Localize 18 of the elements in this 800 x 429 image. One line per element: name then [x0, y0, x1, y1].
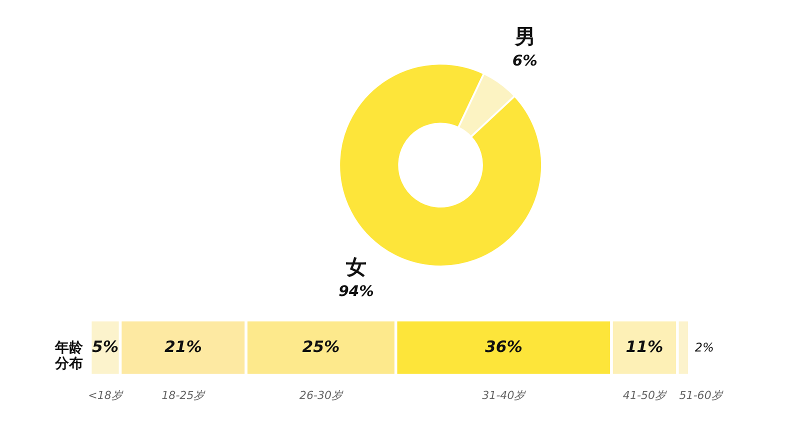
series-label: <18岁 — [88, 389, 124, 402]
data-label: 94% — [338, 283, 374, 300]
series-label: 51-60岁 — [679, 389, 724, 402]
series-label: 41-50岁 — [622, 389, 668, 402]
data-label: 6% — [512, 52, 538, 70]
y-axis-title: 年龄分布 — [54, 340, 84, 372]
series-label: 26-30岁 — [299, 389, 344, 402]
data-label: 25% — [302, 337, 340, 356]
series-label: 18-25岁 — [162, 389, 206, 402]
data-label: 2% — [694, 340, 714, 354]
slice-label: 男 — [514, 24, 535, 48]
slice-label: 女 — [345, 254, 366, 279]
data-label: 21% — [164, 337, 202, 356]
series-label: 31-40岁 — [482, 389, 526, 402]
data-label: 36% — [484, 337, 522, 356]
donut-slice — [457, 72, 516, 138]
data-label: 11% — [626, 337, 664, 356]
data-label: 5% — [92, 337, 119, 356]
